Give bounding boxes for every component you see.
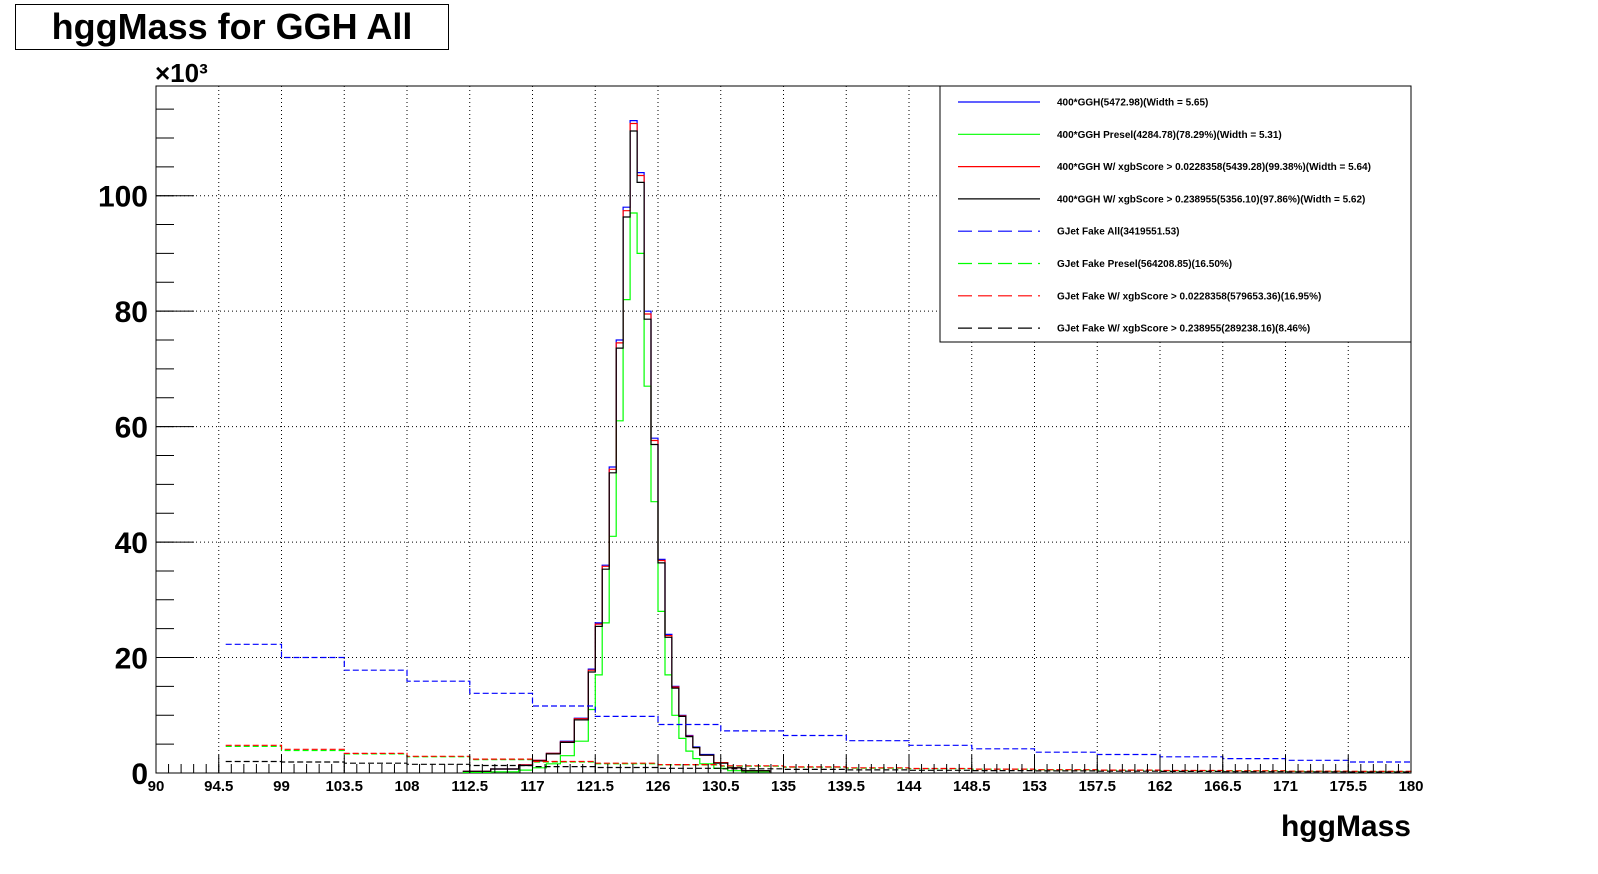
y-tick-label: 100 [98,181,148,214]
legend-label: 400*GGH W/ xgbScore > 0.0228358(5439.28)… [1057,162,1371,173]
legend-label: 400*GGH W/ xgbScore > 0.238955(5356.10)(… [1057,194,1365,205]
x-axis-label: hggMass [1281,810,1411,843]
x-tick-label: 144 [896,778,922,795]
x-tick-label: 108 [394,778,419,795]
series-line-1 [462,212,771,773]
x-tick-label: 166.5 [1204,778,1242,795]
chart-title: hggMass for GGH All [15,4,449,50]
legend-label: GJet Fake All(3419551.53) [1057,227,1179,238]
x-tick-label: 130.5 [702,778,740,795]
grid [156,86,1411,773]
legend-label: GJet Fake Presel(564208.85)(16.50%) [1057,259,1232,270]
x-tick-label: 171 [1273,778,1298,795]
legend-label: GJet Fake W/ xgbScore > 0.238955(289238.… [1057,324,1310,335]
legend-label: 400*GGH Presel(4284.78)(78.29%)(Width = … [1057,130,1282,141]
x-tick-label: 162 [1147,778,1172,795]
y-tick-label: 80 [115,296,148,329]
y-tick-label: 60 [115,412,148,445]
x-tick-label: 126 [645,778,670,795]
legend-label: 400*GGH(5472.98)(Width = 5.65) [1057,98,1208,109]
legend-label: GJet Fake W/ xgbScore > 0.0228358(579653… [1057,291,1321,302]
x-tick-label: 148.5 [953,778,991,795]
x-tick-label: 103.5 [325,778,363,795]
legend: 400*GGH(5472.98)(Width = 5.65) 400*GGH Pr… [939,85,1412,343]
y-tick-label: 40 [115,527,148,560]
series-line-4 [225,643,1412,764]
x-tick-label: 99 [273,778,290,795]
x-tick-label: 112.5 [451,778,488,795]
y-multiplier: ×10³ [155,58,208,88]
axes: 90 94.5 99 103.5 108 112.5 117 121.5 126 130.5 135… [98,108,1424,795]
y-tick-label: 20 [115,643,148,676]
x-tick-label: 135 [771,778,796,795]
y-tick-label: 0 [131,758,148,791]
x-tick-label: 153 [1022,778,1047,795]
x-tick-label: 90 [148,778,165,795]
x-tick-label: 139.5 [827,778,865,795]
x-tick-label: 175.5 [1329,778,1367,795]
x-tick-label: 180 [1398,778,1423,795]
x-tick-label: 117 [520,778,544,795]
x-tick-label: 121.5 [576,778,614,795]
legend-box [939,85,1412,343]
x-tick-label: 94.5 [204,778,233,795]
x-tick-label: 157.5 [1078,778,1116,795]
series-line-3 [462,130,771,773]
